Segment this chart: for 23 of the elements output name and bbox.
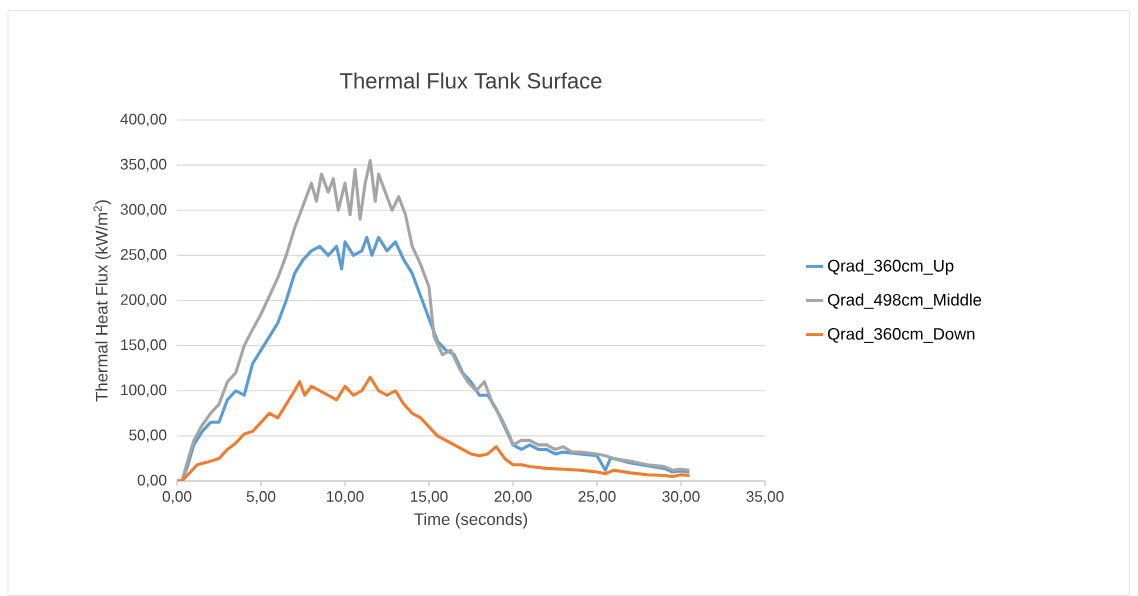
y-tick-label: 0,00 bbox=[137, 474, 167, 488]
y-tick-label: 100,00 bbox=[121, 384, 167, 398]
y-tick-label: 150,00 bbox=[121, 339, 167, 352]
x-tick-label: 20,00 bbox=[494, 491, 532, 504]
chart-title: Thermal Flux Tank Surface bbox=[340, 72, 602, 89]
legend-label: Qrad_498cm_Middle bbox=[828, 293, 982, 309]
x-tick-label: 30,00 bbox=[662, 491, 700, 504]
x-tick-label: 10,00 bbox=[326, 491, 364, 504]
x-tick-label: 5,00 bbox=[246, 491, 276, 504]
x-axis-title: Time (seconds) bbox=[414, 512, 528, 529]
x-tick-label: 15,00 bbox=[410, 491, 448, 504]
y-tick-label: 200,00 bbox=[120, 294, 167, 307]
y-tick-label: 300,00 bbox=[120, 203, 167, 217]
x-tick-label: 25,00 bbox=[578, 491, 616, 504]
y-tick-label: 50,00 bbox=[129, 429, 167, 443]
legend-label: Qrad_360cm_Down bbox=[828, 327, 975, 343]
y-axis-title: Thermal Heat Flux (kW/m$^{2}$) bbox=[93, 200, 111, 402]
y-tick-label: 400,00 bbox=[120, 113, 167, 127]
x-tick-label: 35,00 bbox=[746, 491, 784, 504]
legend-label: Qrad_360cm_Up bbox=[828, 259, 954, 275]
y-tick-label: 250,00 bbox=[120, 249, 167, 262]
x-tick-label: 0,00 bbox=[162, 491, 192, 504]
y-tick-label: 350,00 bbox=[120, 158, 167, 172]
